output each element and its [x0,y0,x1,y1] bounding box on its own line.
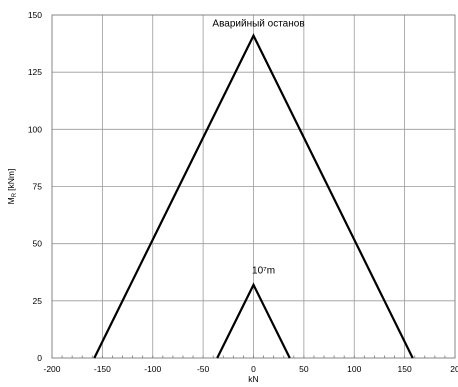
x-tick-label: -100 [144,364,161,374]
x-tick-label: -50 [197,364,210,374]
x-axis-label: kN [248,374,258,384]
y-tick-label: 125 [28,67,42,77]
y-tick-label: 50 [33,239,43,249]
series-line [216,282,291,359]
y-axis-label: MR[kNm] [6,169,18,205]
x-tick-label: 100 [347,364,361,374]
y-axis-label-main: M [6,197,16,204]
x-tick-labels: -200 -150 -100 -50 0 50 100 150 20 [43,364,458,374]
y-tick-label: 25 [33,296,43,306]
minor-ticks [51,355,456,358]
x-tick-label: 0 [251,364,256,374]
y-axis-label-unit: [kNm] [6,169,16,191]
y-axis-label-sub: R [12,192,18,197]
annotation: 10⁷m [252,265,275,276]
series-layer [93,33,414,359]
y-tick-labels: 0 25 50 75 100 125 150 [28,10,42,363]
series-line [93,33,414,359]
x-tick-label: -200 [43,364,60,374]
x-tick-label: 150 [398,364,412,374]
annotations: Аварийный останов 10⁷m [212,18,304,276]
y-tick-label: 150 [28,10,42,20]
x-tick-label: 20 [450,364,458,374]
annotation: Аварийный останов [212,18,304,29]
y-tick-label: 75 [33,182,43,192]
y-tick-label: 0 [37,353,42,363]
x-tick-label: -150 [94,364,111,374]
y-tick-label: 100 [28,124,42,134]
x-tick-label: 50 [299,364,309,374]
grid [52,15,455,358]
